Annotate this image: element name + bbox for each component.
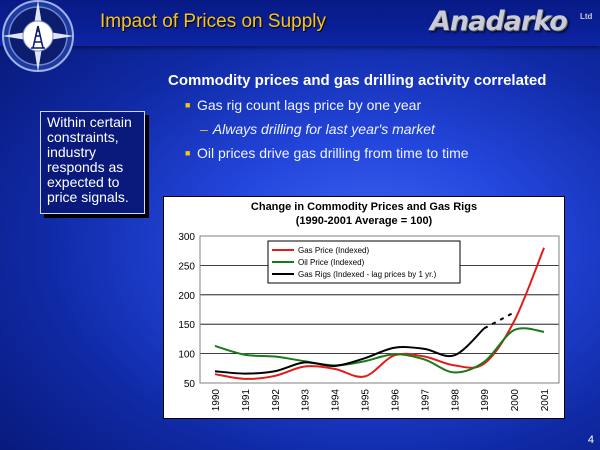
x-tick-label: 2001 [540, 389, 551, 412]
slide-subtitle: Commodity prices and gas drilling activi… [168, 72, 547, 89]
legend-label: Oil Price (Indexed) [298, 258, 365, 267]
legend-label: Gas Rigs (Indexed - lag prices by 1 yr.) [298, 270, 437, 279]
series-line-oil-price-indexed [214, 327, 545, 374]
y-tick-label: 250 [178, 261, 195, 272]
sub-bullet-last-year-market: – Always drilling for last year's market [200, 121, 435, 137]
series-line-gas-price-indexed [214, 247, 545, 380]
plot-area-border [199, 235, 560, 384]
x-tick-label: 1996 [390, 389, 401, 412]
chart-panel: Change in Commodity Prices and Gas Rigs … [163, 196, 565, 419]
compass-derrick-icon [2, 0, 74, 72]
callout-line: responds as [47, 159, 124, 175]
x-tick-label: 1999 [480, 389, 491, 412]
bullet-square-icon: ■ [185, 148, 191, 158]
line-chart: Change in Commodity Prices and Gas Rigs … [178, 201, 560, 412]
chart-title: Change in Commodity Prices and Gas Rigs [251, 201, 477, 213]
y-tick-label: 200 [178, 291, 195, 302]
x-tick-label: 1998 [450, 389, 461, 412]
x-tick-label: 1992 [271, 389, 282, 412]
chart-legend [267, 240, 461, 284]
x-tick-label: 1994 [331, 389, 342, 412]
bullet-text: Always drilling for last year's market [212, 121, 435, 137]
x-tick-label: 1997 [420, 389, 431, 412]
x-tick-label: 1995 [361, 389, 372, 412]
header-bar [0, 0, 600, 46]
bullet-square-icon: ■ [185, 100, 191, 110]
callout-line: industry [47, 144, 97, 160]
bullet-gas-rig-lag: ■ Gas rig count lags price by one year [185, 97, 421, 113]
dash-icon: – [200, 121, 208, 137]
slide-number: 4 [587, 434, 594, 446]
callout-box: Within certain constraints, industry res… [40, 111, 145, 214]
y-tick-label: 150 [178, 320, 195, 331]
callout-line: Within certain [47, 114, 132, 130]
x-tick-label: 2000 [510, 389, 521, 412]
bullet-text: Gas rig count lags price by one year [197, 97, 422, 113]
y-tick-label: 100 [178, 350, 195, 361]
y-tick-label: 50 [184, 379, 196, 390]
slide-title: Impact of Prices on Supply [100, 11, 326, 32]
callout-line: price signals. [47, 189, 129, 205]
bullet-oil-prices: ■ Oil prices drive gas drilling from time… [185, 145, 469, 161]
bullet-text: Oil prices drive gas drilling from time … [197, 145, 469, 161]
company-logo: Anadarko [430, 6, 568, 37]
series-line-gas-rigs-indexed-lag-prices-by-1-yr [214, 327, 485, 375]
x-tick-label: 1990 [211, 389, 222, 412]
x-tick-label: 1991 [241, 389, 252, 412]
callout-line: constraints, [47, 129, 119, 145]
callout-line: expected to [47, 174, 120, 190]
legend-label: Gas Price (Indexed) [298, 246, 369, 255]
y-tick-label: 300 [178, 232, 195, 243]
x-tick-label: 1993 [301, 389, 312, 412]
chart-subtitle: (1990-2001 Average = 100) [296, 215, 433, 227]
company-logo-suffix: Ltd [580, 12, 593, 21]
series-line-gas-rigs-indexed-lag-prices-by-1-yr-projected [483, 311, 515, 330]
